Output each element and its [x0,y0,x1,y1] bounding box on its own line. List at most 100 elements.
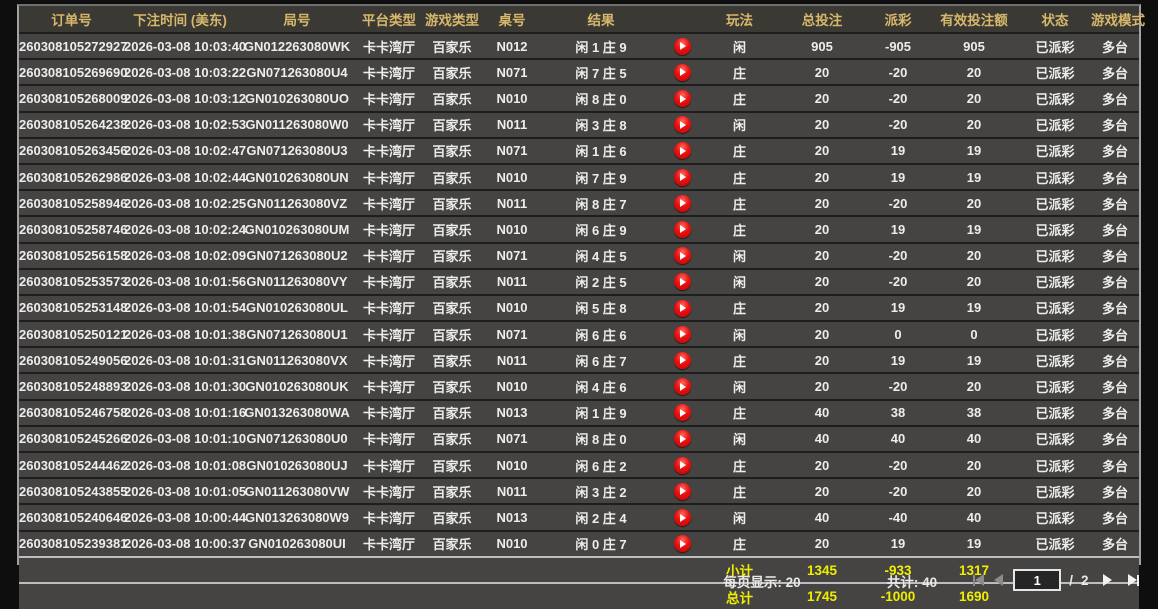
replay-play-icon[interactable] [673,116,691,134]
cell-game-type: 百家乐 [420,293,484,322]
cell-bet-time: 2026-03-08 10:02:44 [124,162,246,191]
cell-order-id: 260308105268009 [19,84,127,112]
replay-play-icon[interactable] [673,404,691,422]
play-triangle [680,120,686,129]
cell-result: 闲 4 庄 6 [540,372,662,400]
cell-game-type: 百家乐 [420,162,484,191]
cell-round-id: GN010263080UL [236,293,358,322]
cell-replay [662,31,702,60]
cell-table-no: N010 [484,162,540,191]
replay-play-icon[interactable] [673,273,691,291]
cell-game-mode: 多台 [1091,372,1139,400]
table-row: 260308105253573 2026-03-08 10:01:56 GN01… [19,267,1139,295]
next-page-button[interactable] [1102,574,1112,586]
replay-play-icon[interactable] [673,168,691,186]
cell-platform: 卡卡湾厅 [358,372,420,400]
cell-game-type: 百家乐 [420,58,484,86]
replay-play-icon[interactable] [673,247,691,265]
cell-table-no: N013 [484,398,540,426]
cell-replay [662,450,702,479]
last-page-button[interactable] [1127,574,1139,586]
cell-total-bet: 20 [777,477,867,505]
cell-play-type: 闲 [702,241,777,269]
replay-play-icon[interactable] [673,509,691,526]
table-row: 260308105250121 2026-03-08 10:01:38 GN07… [19,320,1139,348]
table-row: 260308105258946 2026-03-08 10:02:25 GN01… [19,189,1139,217]
cell-result: 闲 2 庄 5 [540,267,662,295]
replay-play-icon[interactable] [673,37,691,55]
cell-payout: 40 [867,424,929,452]
cell-total-bet: 20 [777,189,867,217]
cell-platform: 卡卡湾厅 [358,241,420,269]
play-triangle [680,42,686,51]
replay-play-icon[interactable] [673,220,691,238]
cell-game-type: 百家乐 [420,477,484,505]
cell-round-id: GN010263080UK [236,372,358,400]
cell-platform: 卡卡湾厅 [358,450,420,479]
replay-play-icon[interactable] [673,63,691,81]
cell-status: 已派彩 [1019,58,1091,86]
replay-play-icon[interactable] [673,194,691,212]
replay-play-icon[interactable] [673,482,691,500]
prev-page-button[interactable] [994,574,1004,586]
replay-play-icon[interactable] [673,535,691,553]
cell-valid-bet: 20 [929,84,1019,112]
cell-table-no: N071 [484,58,540,86]
col-header-valid-bet: 有效投注额 [929,6,1019,33]
bet-records-table: 订单号 下注时间 (美东) 局号 平台类型 游戏类型 桌号 结果 玩法 总投注 … [17,4,1145,609]
cell-result: 闲 8 庄 7 [540,189,662,217]
cell-order-id: 260308105246758 [19,398,127,426]
cell-payout: -20 [867,477,929,505]
cell-replay [662,529,702,557]
cell-status: 已派彩 [1019,320,1091,348]
cell-game-mode: 多台 [1091,267,1139,295]
cell-game-mode: 多台 [1091,477,1139,505]
replay-play-icon[interactable] [673,430,691,448]
cell-bet-time: 2026-03-08 10:00:37 [124,529,246,557]
cell-total-bet: 40 [777,398,867,426]
cell-play-type: 庄 [702,84,777,112]
cell-order-id: 260308105248893 [19,372,127,400]
cell-total-bet: 20 [777,110,867,138]
replay-play-icon[interactable] [673,90,691,107]
replay-play-icon[interactable] [673,299,691,317]
cell-table-no: N010 [484,84,540,112]
cell-table-no: N011 [484,477,540,505]
cell-valid-bet: 0 [929,320,1019,348]
cell-play-type: 庄 [702,529,777,557]
cell-payout: 19 [867,136,929,164]
cell-platform: 卡卡湾厅 [358,84,420,112]
cell-valid-bet: 20 [929,110,1019,138]
cell-platform: 卡卡湾厅 [358,320,420,348]
cell-order-id: 260308105258746 [19,215,127,243]
cell-result: 闲 6 庄 7 [540,346,662,374]
cell-game-type: 百家乐 [420,215,484,243]
cell-game-type: 百家乐 [420,450,484,479]
cell-status: 已派彩 [1019,215,1091,243]
replay-play-icon[interactable] [673,142,691,160]
first-page-arrow-icon [975,574,985,586]
table-row: 260308105263456 2026-03-08 10:02:47 GN07… [19,136,1139,164]
cell-total-bet: 20 [777,215,867,243]
cell-total-bet: 20 [777,162,867,191]
cell-table-no: N010 [484,372,540,400]
cell-valid-bet: 20 [929,241,1019,269]
cell-result: 闲 3 庄 8 [540,110,662,138]
replay-play-icon[interactable] [673,378,691,396]
replay-play-icon[interactable] [673,351,691,369]
cell-order-id: 260308105245266 [19,424,127,452]
first-page-button[interactable] [972,574,985,586]
cell-platform: 卡卡湾厅 [358,503,420,531]
cell-replay [662,58,702,86]
cell-payout: -20 [867,110,929,138]
cell-bet-time: 2026-03-08 10:01:30 [124,372,246,400]
replay-play-icon[interactable] [673,325,691,343]
cell-result: 闲 1 庄 6 [540,136,662,164]
cell-table-no: N011 [484,267,540,295]
cell-play-type: 闲 [702,372,777,400]
replay-play-icon[interactable] [673,456,691,474]
cell-game-mode: 多台 [1091,320,1139,348]
page-number-input[interactable] [1013,569,1062,591]
col-header-replay [662,6,702,33]
table-row: 260308105246758 2026-03-08 10:01:16 GN01… [19,398,1139,426]
